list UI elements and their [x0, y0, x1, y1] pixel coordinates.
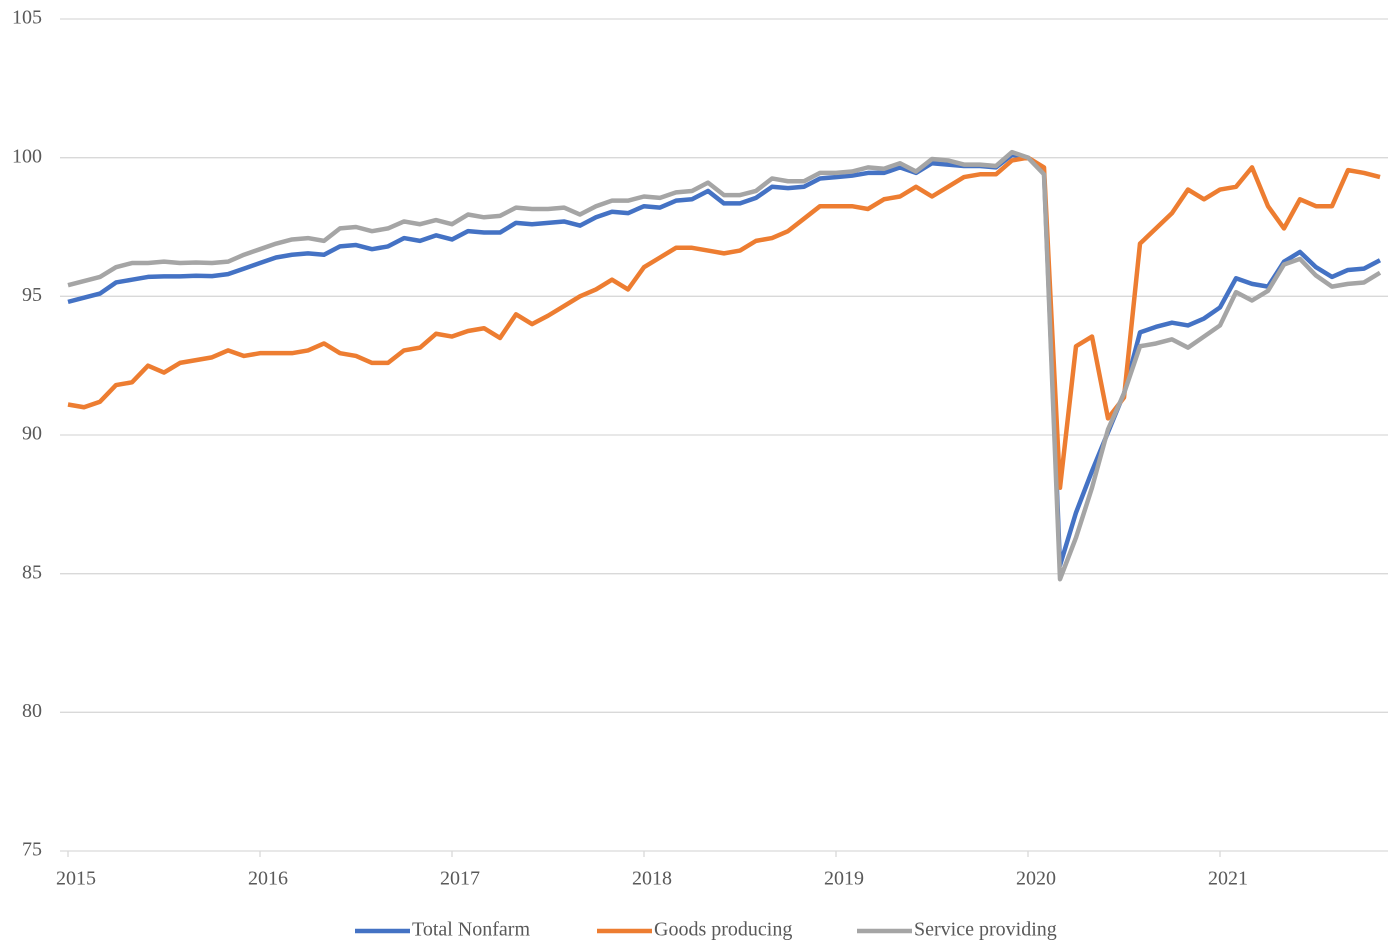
y-tick-label: 95	[22, 284, 42, 306]
y-tick-label: 90	[22, 423, 42, 445]
x-tick-label: 2015	[56, 868, 96, 890]
legend-label: Goods producing	[654, 919, 792, 941]
y-tick-label: 105	[12, 7, 42, 29]
y-tick-label: 100	[12, 145, 42, 167]
x-tick-label: 2019	[824, 868, 864, 890]
legend-label: Total Nonfarm	[412, 919, 530, 941]
y-tick-label: 85	[22, 561, 42, 583]
line-series	[67, 155, 1381, 490]
x-tick-label: 2021	[1208, 868, 1248, 890]
x-tick-label: 2018	[632, 868, 672, 890]
x-tick-label: 2017	[440, 868, 480, 890]
y-tick-label: 75	[22, 839, 42, 861]
line-series	[67, 149, 1382, 582]
line-series	[67, 152, 1382, 568]
legend-label: Service providing	[914, 919, 1057, 941]
y-tick-label: 80	[22, 700, 42, 722]
x-tick-label: 2020	[1016, 868, 1056, 890]
x-tick-label: 2016	[248, 868, 288, 890]
